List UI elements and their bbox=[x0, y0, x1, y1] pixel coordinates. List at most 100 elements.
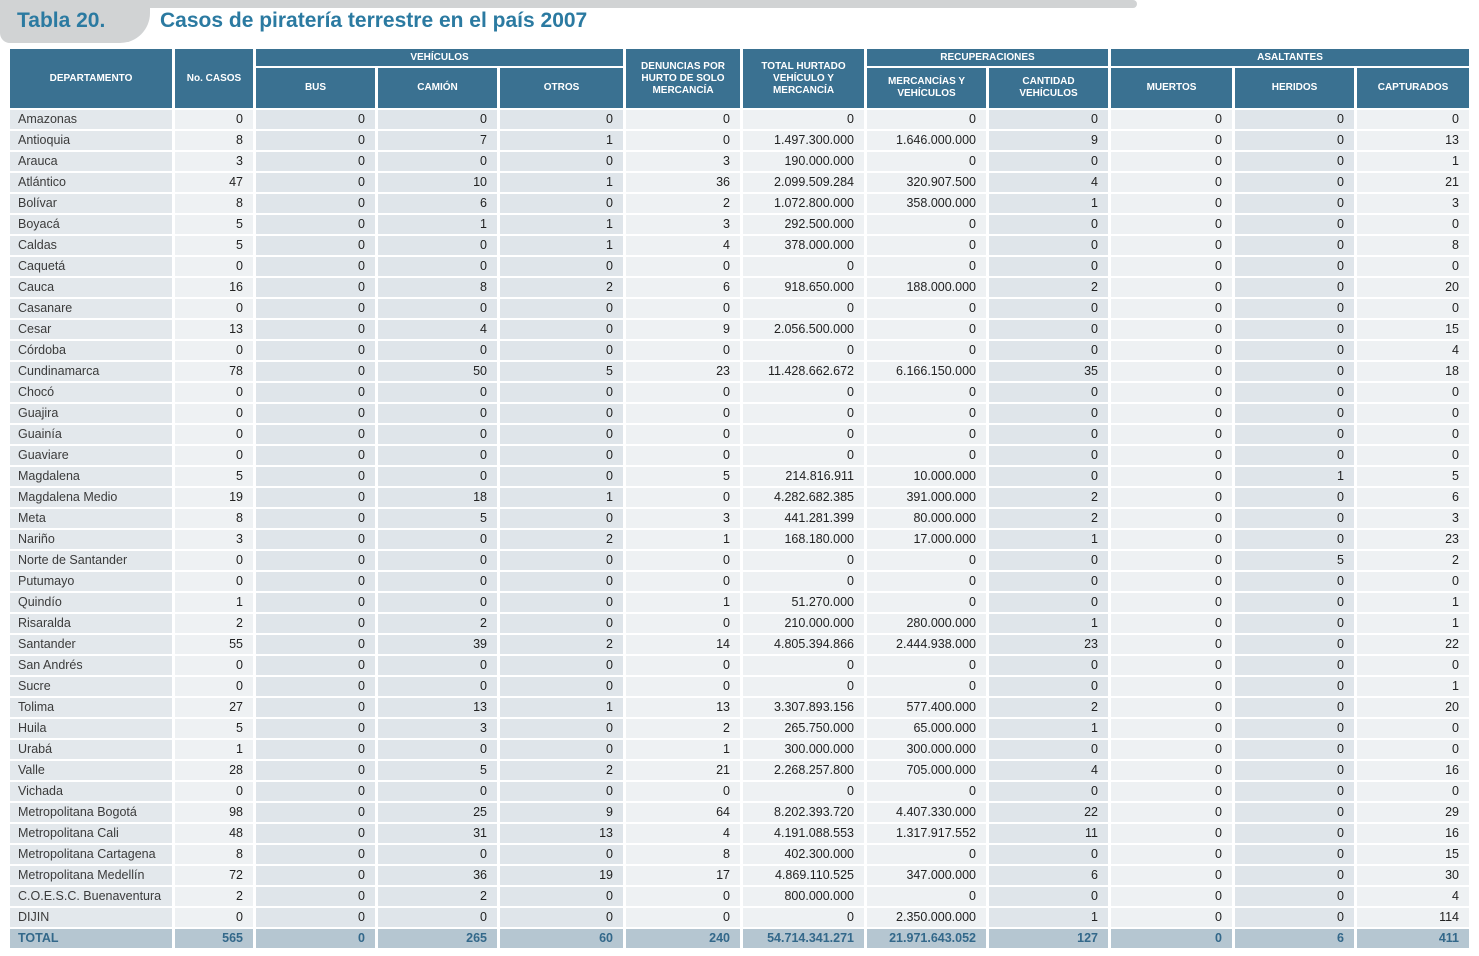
value-cell: 0 bbox=[378, 656, 497, 675]
value-cell: 0 bbox=[1111, 299, 1232, 318]
value-cell: 0 bbox=[500, 614, 623, 633]
table-row: Caldas 5 0 0 1 4 378.000.000 0 0 0 0 8 bbox=[10, 236, 1469, 255]
department-cell: Valle bbox=[10, 761, 172, 780]
value-cell: 2 bbox=[500, 530, 623, 549]
value-cell: 3 bbox=[626, 509, 740, 528]
value-cell: 1 bbox=[626, 593, 740, 612]
value-cell: 0 bbox=[626, 572, 740, 591]
value-cell: 0 bbox=[1357, 572, 1469, 591]
value-cell: 21 bbox=[1357, 173, 1469, 192]
department-cell: Metropolitana Medellín bbox=[10, 866, 172, 885]
value-cell: 0 bbox=[256, 446, 375, 465]
value-cell: 0 bbox=[256, 152, 375, 171]
value-cell: 0 bbox=[1357, 719, 1469, 738]
value-cell: 0 bbox=[175, 656, 253, 675]
table-row: Metropolitana Medellín 72 0 36 19 17 4.869.110… bbox=[10, 866, 1469, 885]
value-cell: 127 bbox=[989, 929, 1108, 948]
value-cell: 8 bbox=[626, 845, 740, 864]
value-cell: 347.000.000 bbox=[867, 866, 986, 885]
value-cell: 210.000.000 bbox=[743, 614, 864, 633]
value-cell: 64 bbox=[626, 803, 740, 822]
value-cell: 0 bbox=[1235, 782, 1354, 801]
value-cell: 0 bbox=[626, 782, 740, 801]
value-cell: 0 bbox=[256, 593, 375, 612]
value-cell: 21 bbox=[626, 761, 740, 780]
department-cell: DIJIN bbox=[10, 908, 172, 927]
value-cell: 0 bbox=[1235, 194, 1354, 213]
department-cell: Cesar bbox=[10, 320, 172, 339]
table-row: Putumayo 0 0 0 0 0 0 0 0 0 0 0 bbox=[10, 572, 1469, 591]
value-cell: 0 bbox=[378, 908, 497, 927]
value-cell: 2.444.938.000 bbox=[867, 635, 986, 654]
value-cell: 8 bbox=[175, 131, 253, 150]
value-cell: 6 bbox=[378, 194, 497, 213]
value-cell: 21.971.643.052 bbox=[867, 929, 986, 948]
value-cell: 0 bbox=[256, 131, 375, 150]
value-cell: 0 bbox=[1357, 404, 1469, 423]
value-cell: 2 bbox=[989, 698, 1108, 717]
value-cell: 0 bbox=[867, 215, 986, 234]
value-cell: 0 bbox=[256, 740, 375, 759]
department-cell: C.O.E.S.C. Buenaventura bbox=[10, 887, 172, 906]
total-label-cell: TOTAL bbox=[10, 929, 172, 948]
table-row: Guainía 0 0 0 0 0 0 0 0 0 0 0 bbox=[10, 425, 1469, 444]
table-row: Risaralda 2 0 2 0 0 210.000.000 280.000.000 1 0 0 1 bbox=[10, 614, 1469, 633]
table-row: Tolima 27 0 13 1 13 3.307.893.156 577.400.000 2 0… bbox=[10, 698, 1469, 717]
value-cell: 0 bbox=[743, 341, 864, 360]
value-cell: 0 bbox=[989, 236, 1108, 255]
value-cell: 0 bbox=[378, 782, 497, 801]
value-cell: 3 bbox=[1357, 509, 1469, 528]
col-header-camion: CAMIÓN bbox=[378, 68, 497, 108]
value-cell: 0 bbox=[500, 740, 623, 759]
value-cell: 2.350.000.000 bbox=[867, 908, 986, 927]
value-cell: 0 bbox=[626, 614, 740, 633]
value-cell: 0 bbox=[1357, 215, 1469, 234]
value-cell: 17.000.000 bbox=[867, 530, 986, 549]
value-cell: 0 bbox=[500, 677, 623, 696]
value-cell: 0 bbox=[989, 110, 1108, 129]
value-cell: 2 bbox=[500, 278, 623, 297]
value-cell: 0 bbox=[1111, 782, 1232, 801]
value-cell: 0 bbox=[175, 383, 253, 402]
value-cell: 0 bbox=[743, 677, 864, 696]
table-header: DEPARTAMENTO No. CASOS VEHÍCULOS DENUNCI… bbox=[10, 49, 1469, 108]
value-cell: 0 bbox=[1111, 173, 1232, 192]
table-row: Casanare 0 0 0 0 0 0 0 0 0 0 0 bbox=[10, 299, 1469, 318]
value-cell: 0 bbox=[378, 740, 497, 759]
value-cell: 0 bbox=[743, 572, 864, 591]
value-cell: 0 bbox=[256, 467, 375, 486]
value-cell: 0 bbox=[1235, 446, 1354, 465]
value-cell: 0 bbox=[1111, 887, 1232, 906]
value-cell: 2 bbox=[175, 887, 253, 906]
value-cell: 25 bbox=[378, 803, 497, 822]
value-cell: 0 bbox=[989, 404, 1108, 423]
department-cell: Casanare bbox=[10, 299, 172, 318]
value-cell: 240 bbox=[626, 929, 740, 948]
value-cell: 0 bbox=[256, 110, 375, 129]
department-cell: Putumayo bbox=[10, 572, 172, 591]
value-cell: 0 bbox=[256, 530, 375, 549]
value-cell: 0 bbox=[1235, 383, 1354, 402]
value-cell: 265 bbox=[378, 929, 497, 948]
table-row: Córdoba 0 0 0 0 0 0 0 0 0 0 4 bbox=[10, 341, 1469, 360]
value-cell: 0 bbox=[256, 383, 375, 402]
value-cell: 0 bbox=[256, 719, 375, 738]
department-cell: Antioquia bbox=[10, 131, 172, 150]
value-cell: 320.907.500 bbox=[867, 173, 986, 192]
value-cell: 5 bbox=[378, 509, 497, 528]
value-cell: 0 bbox=[867, 782, 986, 801]
department-cell: Vichada bbox=[10, 782, 172, 801]
value-cell: 0 bbox=[1111, 677, 1232, 696]
value-cell: 0 bbox=[1235, 425, 1354, 444]
value-cell: 0 bbox=[256, 299, 375, 318]
value-cell: 1 bbox=[989, 719, 1108, 738]
table-row: San Andrés 0 0 0 0 0 0 0 0 0 0 0 bbox=[10, 656, 1469, 675]
value-cell: 47 bbox=[175, 173, 253, 192]
value-cell: 39 bbox=[378, 635, 497, 654]
value-cell: 190.000.000 bbox=[743, 152, 864, 171]
value-cell: 0 bbox=[1235, 593, 1354, 612]
value-cell: 0 bbox=[867, 551, 986, 570]
value-cell: 0 bbox=[1235, 509, 1354, 528]
table-row: Guajira 0 0 0 0 0 0 0 0 0 0 0 bbox=[10, 404, 1469, 423]
value-cell: 0 bbox=[743, 782, 864, 801]
